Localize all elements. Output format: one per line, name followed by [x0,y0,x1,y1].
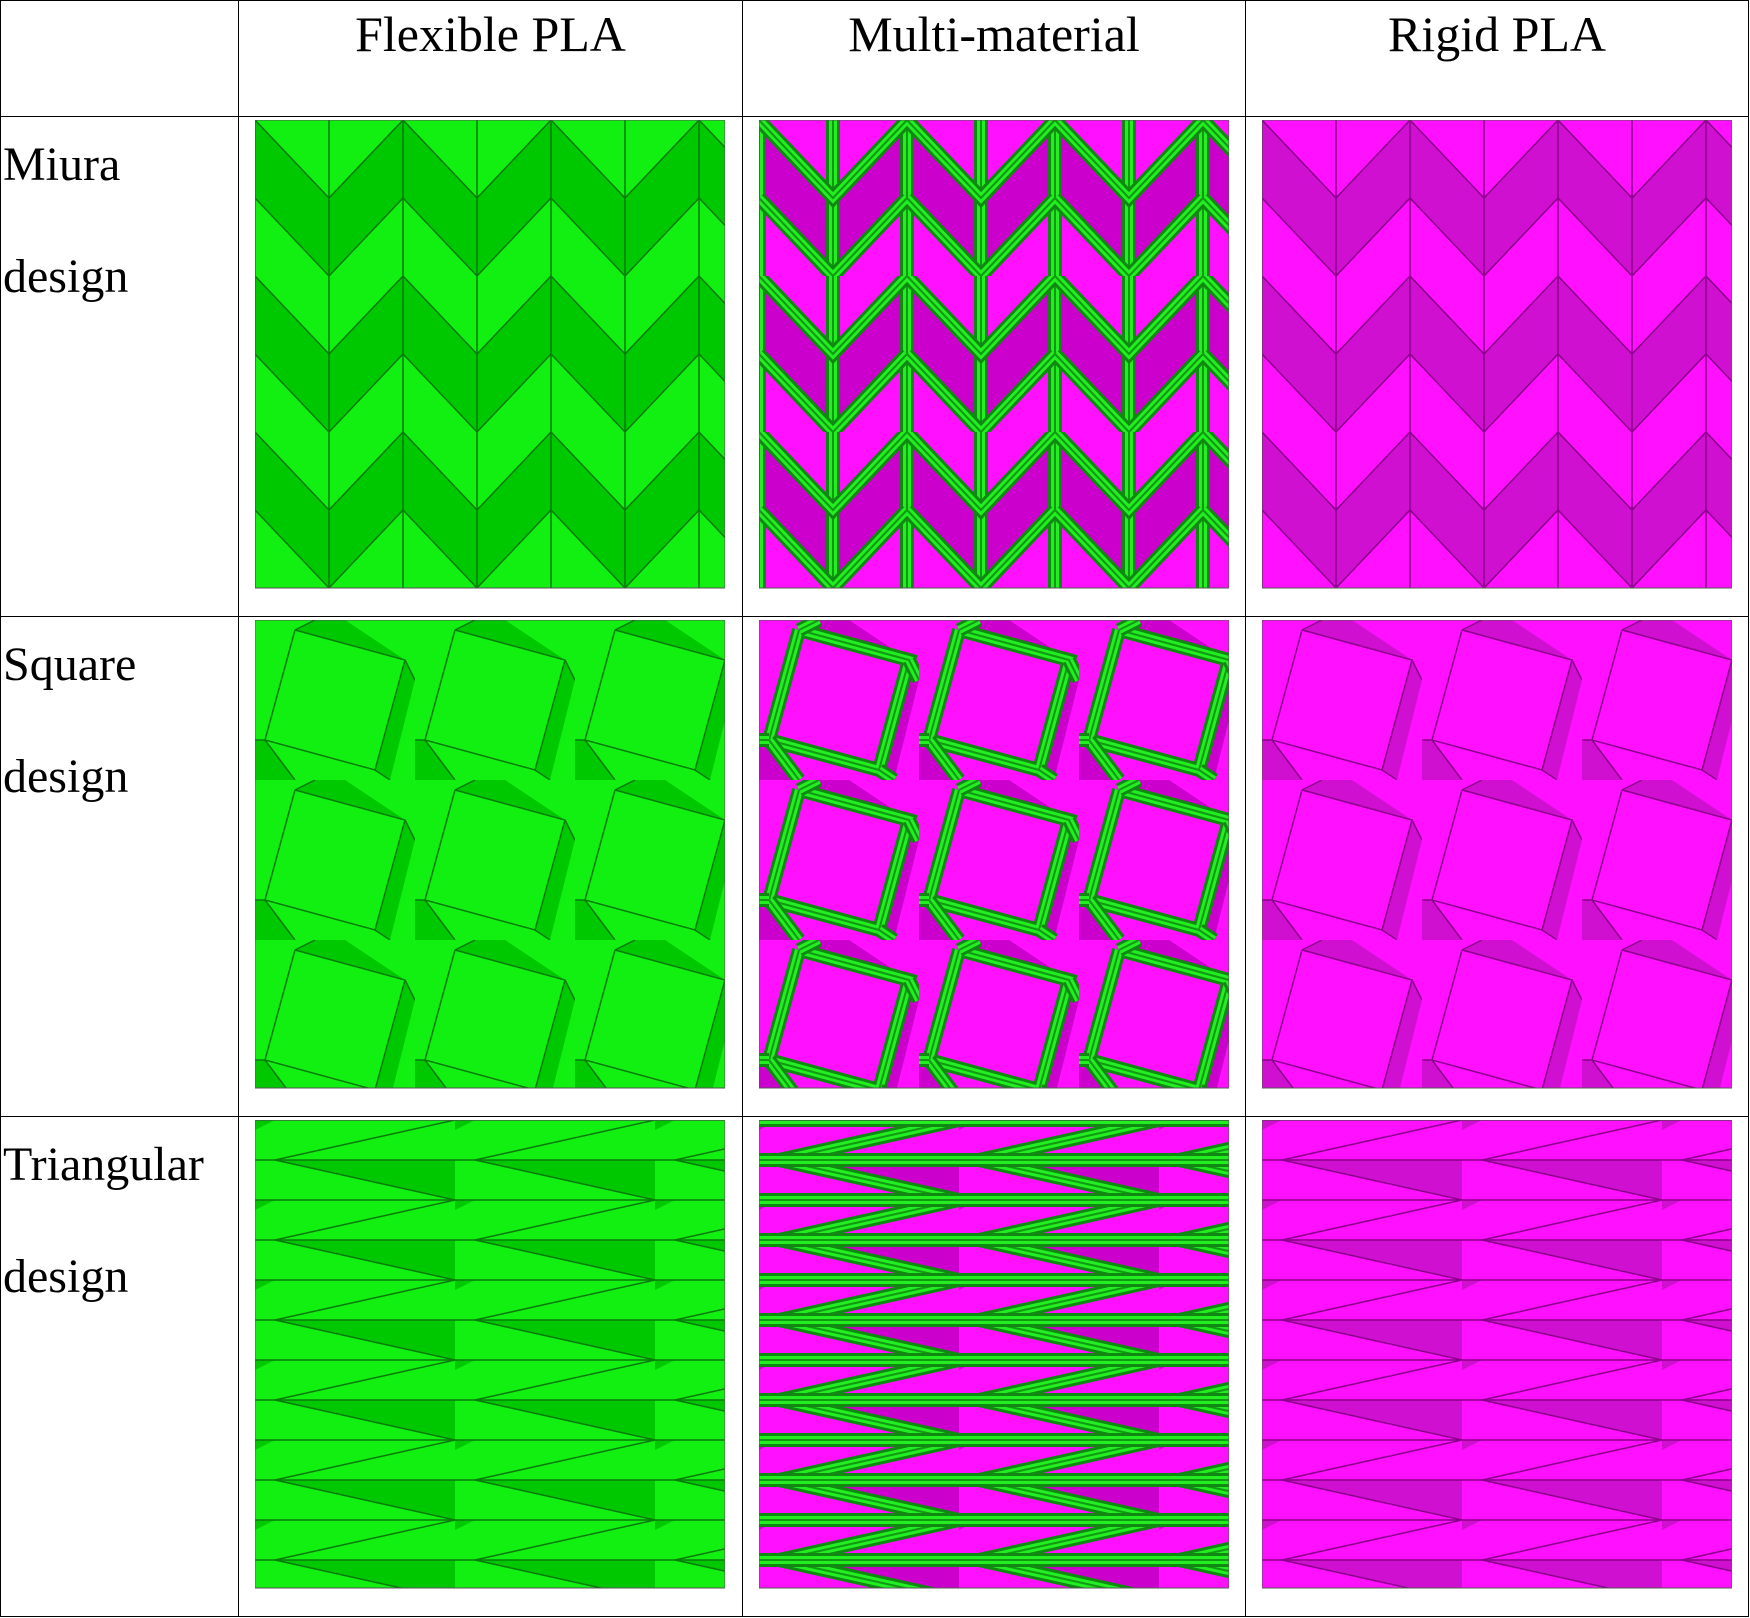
pattern-image [255,1120,725,1589]
column-header: Rigid PLA [1245,0,1749,117]
row-label-cell: Triangular design [0,1116,239,1617]
pattern-image [1262,120,1732,589]
row-label: Triangular design [3,1138,204,1303]
pattern-image [759,620,1229,1089]
row-label-cell: Miura design [0,116,239,617]
pattern-image [255,120,725,589]
pattern-fill [255,620,725,1089]
pattern-fill [1262,620,1732,1089]
pattern-fill [759,1120,1229,1589]
image-cell [1245,1116,1749,1617]
corner-cell [0,0,239,117]
pattern-fill [255,1120,725,1589]
column-header: Multi-material [742,0,1246,117]
image-cell [238,1116,743,1617]
image-cell [742,1116,1246,1617]
pattern-image [1262,1120,1732,1589]
pattern-fill [1262,1120,1732,1589]
pattern-image [759,120,1229,589]
row-label-cell: Square design [0,616,239,1117]
image-cell [238,616,743,1117]
pattern-fill [759,120,1229,589]
image-cell [742,116,1246,617]
pattern-image [1262,620,1732,1089]
row-label: Miura design [3,138,129,303]
column-header: Flexible PLA [238,0,743,117]
row-label: Square design [3,638,137,803]
image-cell [742,616,1246,1117]
pattern-fill [1262,120,1732,589]
image-cell [1245,616,1749,1117]
pattern-fill [759,620,1229,1089]
pattern-image [255,620,725,1089]
image-cell [1245,116,1749,617]
image-cell [238,116,743,617]
pattern-image [759,1120,1229,1589]
pattern-fill [255,120,725,589]
